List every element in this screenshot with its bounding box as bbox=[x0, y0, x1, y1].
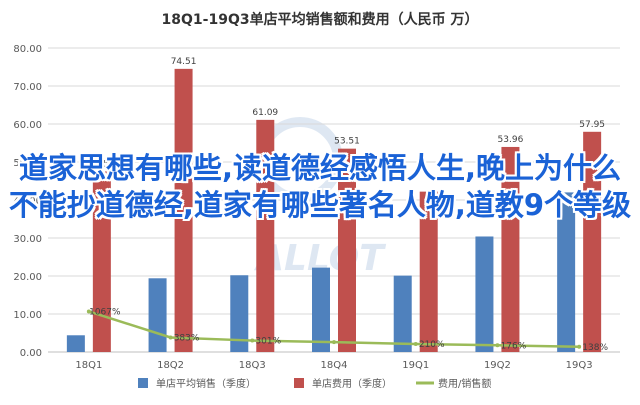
y-tick-label: 30.00 bbox=[13, 234, 42, 245]
bar bbox=[256, 119, 275, 352]
ratio-point bbox=[250, 338, 255, 343]
y-tick-label: 10.00 bbox=[13, 310, 42, 321]
y-tick-label: 50.00 bbox=[13, 158, 42, 169]
bar bbox=[419, 191, 438, 352]
bar bbox=[583, 131, 602, 352]
x-tick-label: 18Q1 bbox=[75, 360, 102, 371]
x-tick-label: 19Q1 bbox=[402, 360, 429, 371]
bar-label: 53.96 bbox=[498, 135, 524, 145]
ratio-point bbox=[413, 342, 418, 347]
bar bbox=[66, 335, 85, 352]
y-tick-label: 70.00 bbox=[13, 82, 42, 93]
line-label: 301% bbox=[255, 337, 281, 347]
ratio-point bbox=[495, 343, 500, 348]
bar bbox=[92, 171, 111, 352]
y-tick-label: 0.00 bbox=[20, 348, 42, 359]
y-tick-label: 60.00 bbox=[13, 120, 42, 131]
bar bbox=[230, 275, 249, 352]
bar bbox=[338, 148, 356, 352]
x-axis: 18Q1 18Q2 18Q3 18Q4 19Q1 19Q2 19Q3 bbox=[48, 351, 620, 371]
bar-label: 61.09 bbox=[252, 108, 278, 118]
legend-label: 费用/销售额 bbox=[438, 377, 491, 390]
ratio-point bbox=[168, 335, 173, 340]
bar bbox=[557, 192, 576, 352]
bar-label: 53.51 bbox=[334, 137, 360, 147]
line-label: 210% bbox=[419, 340, 445, 350]
ratio-line bbox=[86, 309, 582, 349]
x-tick-label: 18Q4 bbox=[321, 360, 348, 371]
legend-swatch bbox=[294, 378, 304, 388]
x-tick-label: 18Q2 bbox=[157, 360, 184, 371]
bar-label: 57.95 bbox=[579, 120, 605, 130]
bar bbox=[148, 278, 167, 352]
overlay-text: 道家思想有哪些,读道德经感悟人生,晚上为什么不能抄道德经,道家有哪些著名人物,道… bbox=[8, 151, 632, 222]
legend-swatch bbox=[138, 378, 148, 388]
line-label: 383% bbox=[174, 333, 200, 343]
ratio-point bbox=[86, 309, 91, 314]
legend-label: 单店费用（季度） bbox=[312, 377, 392, 390]
bar-label: 47.53 bbox=[89, 159, 115, 169]
y-tick-label: 80.00 bbox=[13, 44, 42, 55]
bar bbox=[475, 236, 494, 352]
line-label: 1067% bbox=[89, 307, 121, 317]
x-tick-label: 18Q3 bbox=[239, 360, 266, 371]
grid bbox=[48, 47, 620, 353]
x-tick-label: 19Q2 bbox=[484, 360, 511, 371]
line-label: 176% bbox=[501, 341, 527, 351]
y-tick-label: 40.00 bbox=[13, 196, 42, 207]
line-label: 138% bbox=[582, 343, 608, 353]
legend-label: 单店平均销售（季度） bbox=[156, 377, 256, 390]
ratio-point bbox=[332, 340, 336, 345]
bar-label: 74.51 bbox=[171, 57, 197, 67]
bar bbox=[312, 267, 330, 352]
x-tick-label: 19Q3 bbox=[566, 360, 593, 371]
y-tick-label: 20.00 bbox=[13, 272, 42, 283]
chart-title: 18Q1-19Q3单店平均销售额和费用（人民币 万） bbox=[162, 11, 479, 28]
legend: 单店平均销售（季度） 单店费用（季度） 费用/销售额 bbox=[138, 377, 491, 390]
ratio-point bbox=[577, 344, 582, 349]
data-labels: 47.53 74.51 61.09 53.51 53.96 57.95 1067% 383% 3… bbox=[89, 57, 608, 353]
y-axis: 0.00 10.00 20.00 30.00 40.00 50.00 60.00 70.00 8… bbox=[13, 44, 42, 359]
bar bbox=[501, 146, 520, 352]
bar bbox=[174, 68, 193, 352]
bar bbox=[393, 275, 412, 352]
